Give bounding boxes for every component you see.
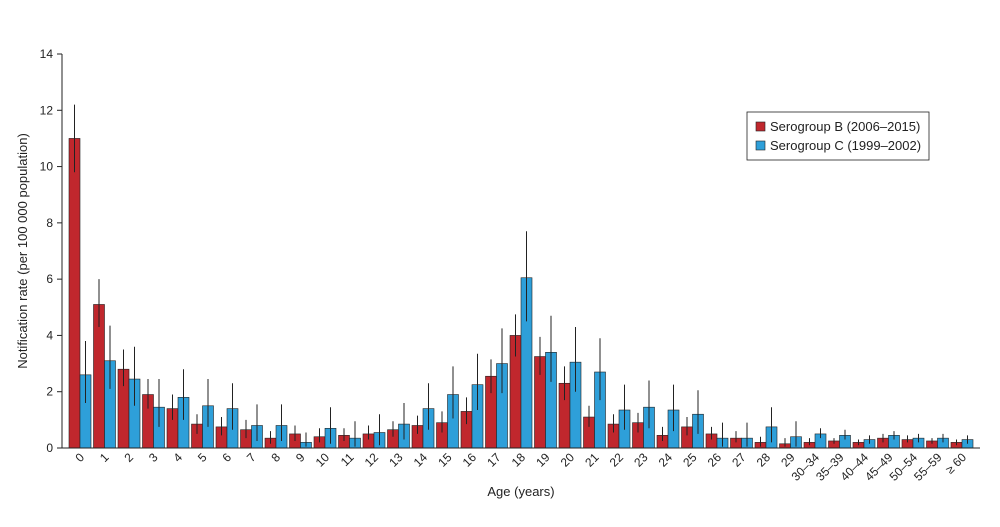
x-tick-label: 9 (293, 450, 308, 465)
x-tick-label: 26 (705, 450, 725, 470)
x-ticks: 0 1 2 3 4 5 6 7 8 9 10 11 12 13 14 15 16 17 18 19 20 21 22 23 24… (72, 450, 969, 484)
x-tick-label: 17 (484, 450, 504, 470)
x-tick-label: 10 (313, 450, 333, 470)
x-tick-label: 23 (631, 450, 651, 470)
x-tick-label: 5 (195, 450, 210, 465)
x-tick-label: 15 (435, 450, 455, 470)
legend-label-serogroup-b: Serogroup B (2006–2015) (770, 119, 920, 134)
axes-layer (61, 54, 980, 449)
y-axis-title: Notification rate (per 100 000 populatio… (15, 133, 30, 369)
x-tick-label: 7 (244, 450, 259, 465)
x-tick-label: 25 (680, 450, 700, 470)
x-tick-label: 28 (754, 450, 774, 470)
x-tick-label: 11 (338, 450, 357, 469)
x-tick-label: 1 (97, 450, 112, 465)
x-axis-title: Age (years) (487, 484, 554, 499)
y-tick-label: 10 (40, 160, 54, 174)
y-tick-label: 14 (40, 47, 54, 61)
legend-swatch-serogroup-c (755, 140, 766, 151)
x-tick-label: 21 (582, 450, 602, 470)
x-tick-label: 20 (558, 450, 578, 470)
x-tick-label: 19 (533, 450, 553, 470)
x-tick-label: ≥ 60 (943, 450, 970, 477)
x-tick-label: 12 (362, 450, 382, 470)
x-tick-label: 3 (146, 450, 161, 465)
x-tick-label: 24 (656, 450, 676, 470)
x-tick-label: 18 (509, 450, 529, 470)
y-tick-label: 6 (46, 272, 53, 286)
x-tick-label: 4 (170, 450, 185, 465)
x-tick-label: 16 (460, 450, 480, 470)
x-tick-label: 13 (386, 450, 406, 470)
error-bars-layer (74, 104, 968, 447)
x-tick-label: 6 (219, 450, 234, 465)
legend-label-serogroup-c: Serogroup C (1999–2002) (770, 138, 921, 153)
legend-swatch-serogroup-b (755, 121, 766, 132)
bar-s1-0 (68, 138, 81, 449)
y-tick-label: 12 (40, 103, 54, 117)
bars-layer (68, 138, 974, 449)
x-tick-label: 2 (121, 450, 136, 465)
y-tick-label: 4 (46, 328, 53, 342)
y-tick-label: 0 (46, 441, 53, 455)
y-ticks: 0 2 4 6 8 10 12 14 (40, 47, 62, 455)
x-tick-label: 55–59 (911, 450, 945, 484)
x-tick-label: 27 (729, 450, 749, 470)
x-tick-label: 8 (268, 450, 283, 465)
x-tick-label: 22 (607, 450, 627, 470)
x-tick-label: 0 (72, 450, 87, 465)
y-tick-label: 8 (46, 216, 53, 230)
x-tick-label: 14 (411, 450, 431, 470)
y-tick-label: 2 (46, 385, 53, 399)
legend-box (746, 111, 930, 161)
legend: Serogroup B (2006–2015) Serogroup C (199… (746, 111, 930, 161)
